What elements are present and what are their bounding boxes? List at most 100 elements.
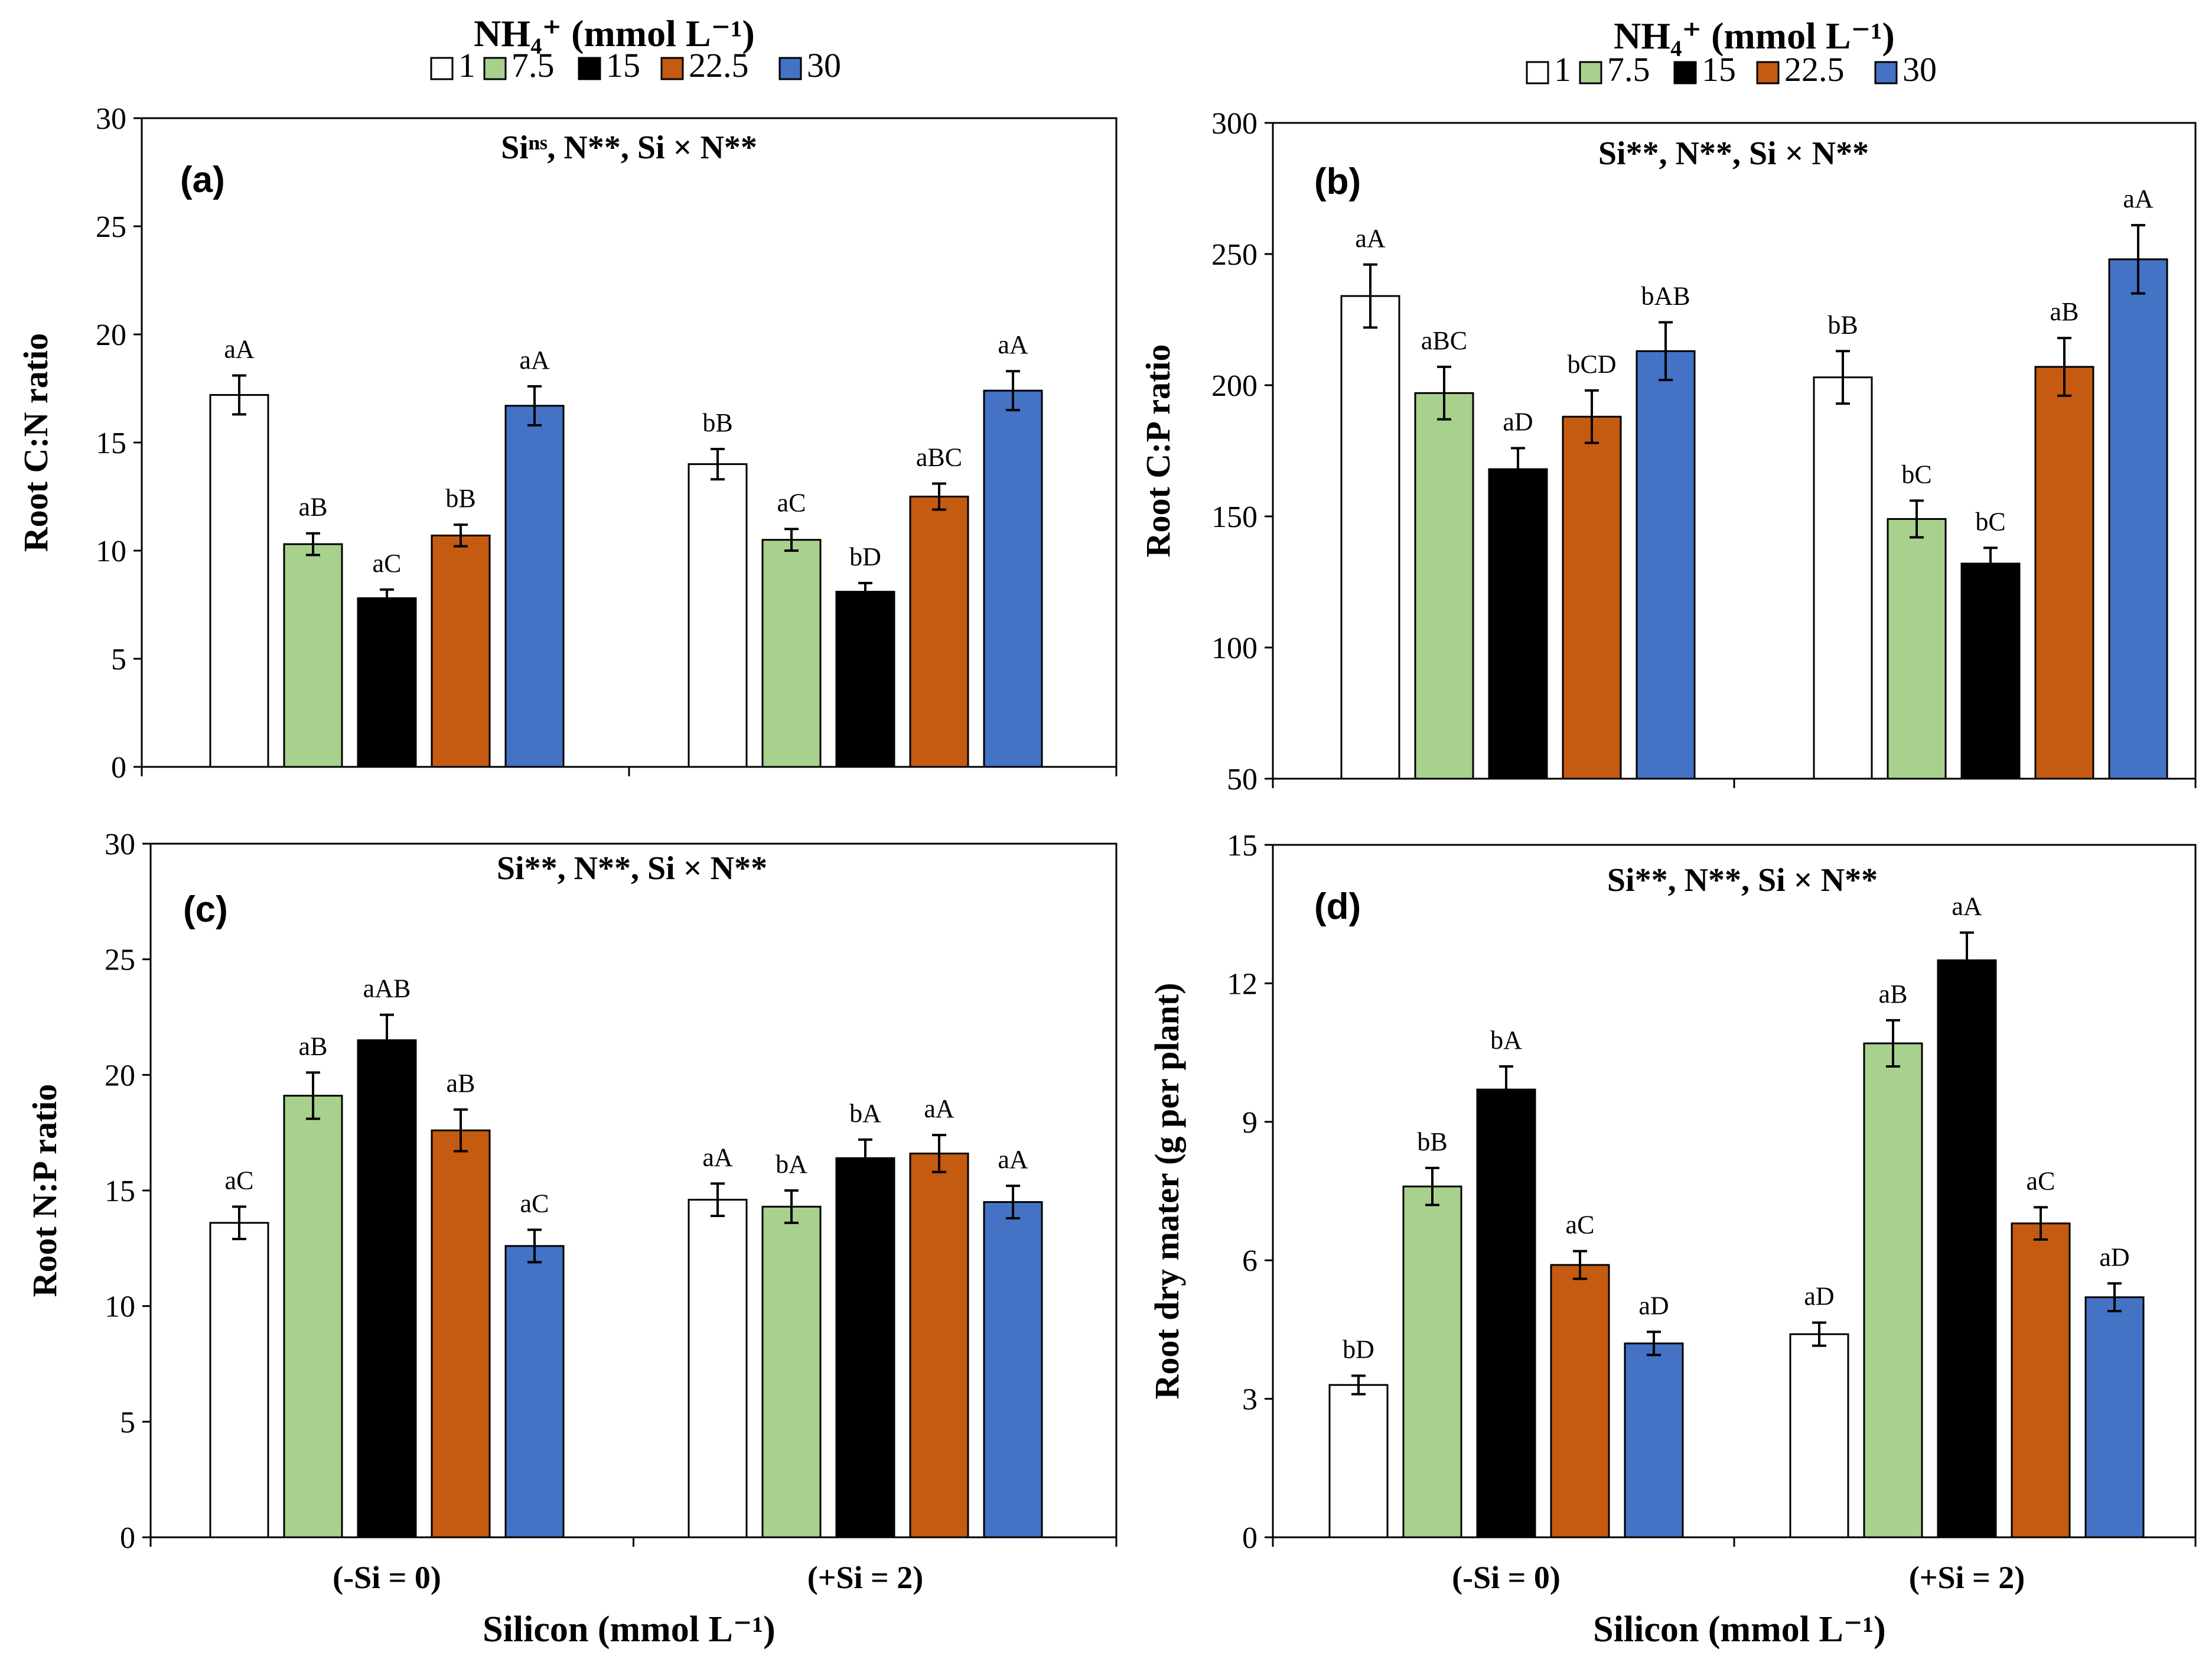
bar-30-group-1 — [2108, 258, 2168, 780]
panel-b: 50 100 150 200 250 300 Root C:P ratio (b) Si**, … — [1139, 107, 2197, 796]
significance-letter: aA — [1952, 892, 1982, 920]
bar-7-5-group-1 — [1863, 1042, 1923, 1538]
bar-22-5-group-1 — [2034, 366, 2094, 780]
y-tick-label: 50 — [1227, 763, 1258, 796]
y-tick-label: 15 — [96, 427, 126, 460]
bar-15-group-1 — [835, 591, 895, 768]
bar-7-5-group-1 — [1887, 518, 1947, 780]
significance-letter: aA — [998, 1145, 1028, 1174]
bar-22-5-group-1 — [909, 1152, 969, 1538]
significance-letter: bD — [849, 542, 881, 571]
bar-30-group-0 — [1624, 1342, 1684, 1538]
bar-30-group-1 — [983, 1201, 1043, 1538]
y-tick-label: 5 — [111, 643, 126, 676]
significance-text: Si**, N**, Si × N** — [497, 850, 767, 887]
significance-letter: bA — [1490, 1026, 1522, 1055]
legend-right: NH₄⁺ (mmol L⁻¹) 1 7.5 15 22.5 30 — [1526, 15, 1937, 89]
y-tick-label: 0 — [120, 1521, 135, 1555]
significance-letter: bB — [702, 408, 732, 437]
significance-letter: bD — [1343, 1335, 1374, 1364]
significance-letter: aC — [777, 488, 806, 517]
bar-1-group-1 — [1813, 376, 1873, 780]
panel-label: (a) — [180, 160, 225, 200]
significance-letter: aBC — [1421, 326, 1467, 355]
bar-15-group-0 — [357, 597, 417, 768]
panel-d: 0 3 6 9 12 15 Root dry mater (g per plant) (d) S… — [1148, 829, 2197, 1555]
significance-letter: aD — [2099, 1242, 2129, 1271]
y-tick-label: 15 — [105, 1175, 135, 1208]
y-tick-label: 25 — [96, 210, 126, 244]
significance-letter: bB — [445, 484, 475, 513]
significance-letter: aC — [373, 549, 402, 578]
bar-15-group-0 — [1488, 468, 1548, 780]
bar-30-group-0 — [504, 405, 565, 768]
y-axis-label: Root N:P ratio — [25, 1084, 64, 1297]
significance-letter: bB — [1417, 1127, 1447, 1156]
legend-swatch-1 — [430, 57, 454, 80]
significance-letter: aC — [225, 1166, 254, 1195]
significance-letter: aBC — [916, 443, 962, 472]
y-tick-label: 10 — [105, 1290, 135, 1324]
significance-letter: aA — [2123, 184, 2154, 213]
x-group-label-c-0: (-Si = 0) — [333, 1560, 441, 1595]
bar-7-5-group-0 — [283, 1095, 343, 1538]
legend-label-22-5: 22.5 — [1784, 50, 1845, 89]
bar-30-group-1 — [2084, 1296, 2145, 1538]
y-tick-label: 15 — [1227, 829, 1258, 863]
legend-swatch-30 — [778, 57, 802, 80]
bar-30-group-1 — [983, 389, 1043, 768]
significance-letter: aC — [2027, 1166, 2055, 1195]
legend-swatch-22-5 — [1756, 61, 1780, 84]
y-tick-label: 300 — [1211, 107, 1258, 141]
bar-1-group-0 — [1328, 1384, 1389, 1538]
significance-letter: bB — [1827, 310, 1858, 339]
legend-swatch-7-5 — [1579, 61, 1602, 84]
legend-swatch-1 — [1526, 61, 1549, 84]
legend-title-left: NH₄⁺ (mmol L⁻¹) — [474, 12, 755, 54]
significance-letter: aB — [1879, 980, 1908, 1009]
panel-c: 0 5 10 15 20 25 30 Root N:P ratio (c) Si**, N**, … — [25, 828, 1118, 1555]
bar-7-5-group-0 — [1414, 392, 1474, 780]
significance-letter: bC — [1901, 460, 1931, 489]
significance-letter: aD — [1804, 1282, 1834, 1311]
bar-1-group-1 — [688, 463, 748, 768]
significance-letter: aA — [702, 1143, 733, 1172]
bar-15-group-0 — [357, 1039, 417, 1538]
bar-7-5-group-0 — [283, 543, 343, 768]
y-tick-label: 3 — [1242, 1383, 1258, 1417]
y-tick-label: 150 — [1211, 500, 1258, 534]
bar-15-group-1 — [835, 1157, 895, 1538]
significance-letter: aA — [924, 1094, 954, 1123]
y-tick-label: 100 — [1211, 632, 1258, 665]
significance-letter: aA — [224, 335, 255, 364]
bar-22-5-group-0 — [431, 534, 491, 768]
bar-22-5-group-0 — [431, 1129, 491, 1538]
significance-letter: aA — [1355, 224, 1386, 253]
bar-22-5-group-0 — [1562, 415, 1622, 780]
legend-label-1: 1 — [458, 46, 475, 84]
legend-swatch-30 — [1874, 61, 1898, 84]
bar-7-5-group-0 — [1402, 1185, 1462, 1538]
legend-label-7-5: 7.5 — [512, 46, 555, 84]
legend-swatch-15 — [1673, 61, 1697, 84]
bar-1-group-1 — [688, 1199, 748, 1538]
legend-label-1: 1 — [1554, 50, 1571, 89]
y-tick-label: 10 — [96, 535, 126, 568]
y-tick-label: 5 — [120, 1406, 135, 1439]
significance-text: Si**, N**, Si × N** — [1607, 862, 1878, 899]
legend-swatch-15 — [578, 57, 601, 80]
x-group-label-c-1: (+Si = 2) — [807, 1560, 924, 1595]
significance-letter: bC — [1975, 507, 2005, 536]
bar-15-group-0 — [1476, 1088, 1536, 1538]
panel-label: (c) — [183, 889, 228, 930]
significance-text: Siⁿˢ, N**, Si × N** — [501, 129, 757, 166]
y-tick-label: 0 — [1242, 1521, 1258, 1555]
panel-label: (b) — [1314, 161, 1361, 202]
bar-22-5-group-1 — [2011, 1222, 2071, 1538]
bar-30-group-0 — [504, 1245, 565, 1538]
y-tick-label: 6 — [1242, 1244, 1258, 1278]
y-tick-label: 30 — [105, 828, 135, 861]
bar-15-group-1 — [1937, 959, 1997, 1538]
significance-letter: aB — [299, 493, 328, 522]
